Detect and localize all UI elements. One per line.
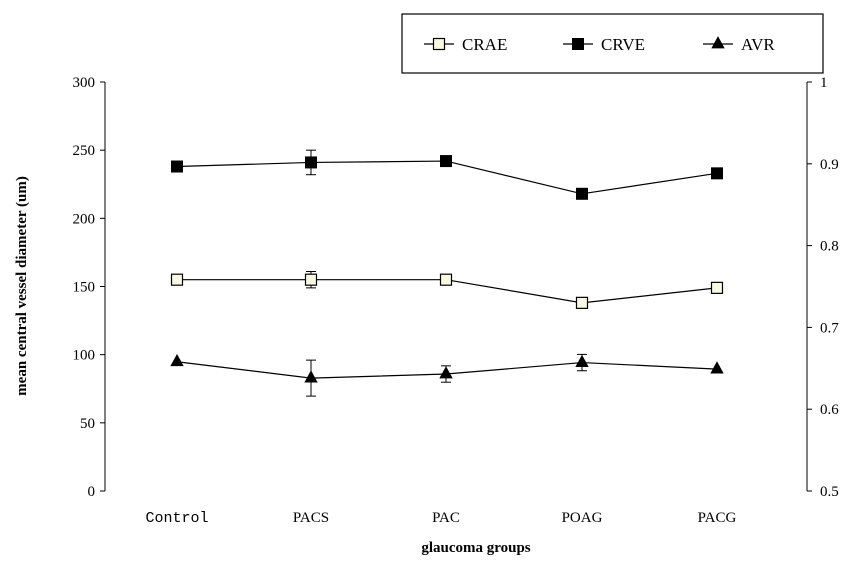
data-point bbox=[710, 281, 724, 294]
left-y-tick-label: 300 bbox=[73, 75, 96, 91]
left-y-tick-label: 50 bbox=[80, 416, 95, 432]
data-point bbox=[305, 156, 317, 169]
left-y-tick-label: 250 bbox=[73, 143, 96, 159]
y-axis-title: mean central vessel diameter (um) bbox=[14, 176, 30, 396]
data-point bbox=[575, 354, 589, 367]
series-avr bbox=[170, 353, 724, 397]
left-y-tick-label: 0 bbox=[88, 484, 96, 500]
right-y-tick-label: 0.9 bbox=[820, 157, 839, 173]
right-y-tick-label: 1 bbox=[820, 75, 828, 91]
legend-box bbox=[401, 13, 824, 74]
data-point bbox=[440, 155, 452, 168]
x-tick-label: PAC bbox=[432, 510, 460, 526]
left-y-tick-label: 100 bbox=[73, 348, 96, 364]
legend: CRAE CRVE AVR bbox=[401, 13, 824, 74]
x-tick-label: Control bbox=[145, 510, 208, 527]
right-y-tick-label: 0.8 bbox=[820, 239, 839, 255]
right-y-tick-label: 0.6 bbox=[820, 402, 839, 418]
right-y-tick-label: 0.5 bbox=[820, 484, 839, 500]
data-point bbox=[432, 37, 446, 51]
data-point bbox=[711, 36, 725, 49]
legend-label: CRAE bbox=[462, 35, 507, 54]
left-y-tick-label: 200 bbox=[73, 211, 96, 227]
series-crae bbox=[170, 271, 724, 309]
series-crve bbox=[171, 149, 723, 200]
data-point bbox=[575, 296, 589, 309]
right-y-tick-label: 0.7 bbox=[820, 320, 839, 336]
legend-label: AVR bbox=[741, 35, 775, 54]
data-point bbox=[304, 370, 318, 383]
data-point bbox=[439, 366, 453, 379]
data-point bbox=[572, 38, 584, 50]
x-tick-label: PACS bbox=[293, 510, 329, 526]
data-point bbox=[304, 273, 318, 286]
legend-label: CRVE bbox=[601, 35, 645, 54]
data-point bbox=[170, 273, 184, 286]
data-point bbox=[439, 273, 453, 286]
data-point bbox=[576, 187, 588, 200]
data-point bbox=[170, 353, 184, 367]
x-axis-title: glaucoma groups bbox=[421, 540, 530, 556]
x-tick-label: POAG bbox=[562, 510, 603, 526]
left-y-tick-label: 150 bbox=[73, 280, 96, 296]
x-tick-label: PACG bbox=[698, 510, 737, 526]
data-point bbox=[711, 167, 723, 180]
data-point bbox=[710, 361, 724, 374]
data-point bbox=[171, 160, 183, 173]
